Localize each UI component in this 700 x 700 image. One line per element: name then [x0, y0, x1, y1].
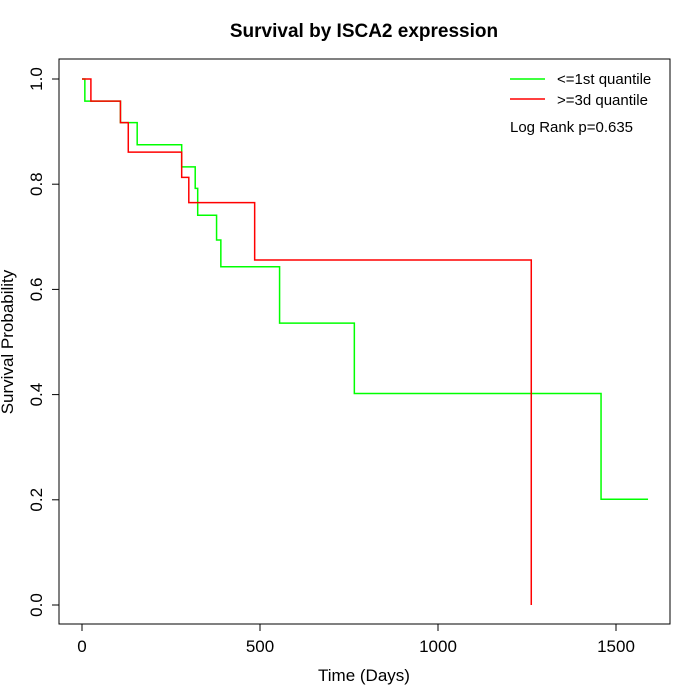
legend-label-high: >=3d quantile — [557, 92, 648, 109]
low-expression-curve — [82, 78, 649, 501]
y-tick-label: 0.2 — [27, 488, 46, 512]
legend: <=1st quantile >=3d quantile — [510, 71, 651, 109]
y-axis-label: Survival Probability — [0, 269, 17, 414]
y-tick-label: 0.8 — [27, 172, 46, 196]
x-axis-label: Time (Days) — [318, 666, 410, 685]
plot-area-frame — [58, 58, 671, 625]
x-axis: 0 500 1000 1500 — [77, 623, 635, 656]
x-tick-label: 500 — [246, 637, 274, 656]
y-tick-label: 0.4 — [27, 383, 46, 407]
x-tick-label: 1000 — [419, 637, 457, 656]
series-layer — [82, 78, 649, 605]
x-tick-label: 0 — [77, 637, 86, 656]
y-tick-label: 0.0 — [27, 593, 46, 617]
y-tick-label: 0.6 — [27, 278, 46, 302]
legend-label-low: <=1st quantile — [557, 71, 651, 88]
x-tick-label: 1500 — [597, 637, 635, 656]
log-rank-annotation: Log Rank p=0.635 — [510, 119, 633, 136]
y-axis: 0.0 0.2 0.4 0.6 0.8 1.0 — [27, 67, 60, 617]
chart-title: Survival by ISCA2 expression — [230, 21, 498, 42]
high-expression-curve — [82, 78, 533, 605]
y-tick-label: 1.0 — [27, 67, 46, 91]
